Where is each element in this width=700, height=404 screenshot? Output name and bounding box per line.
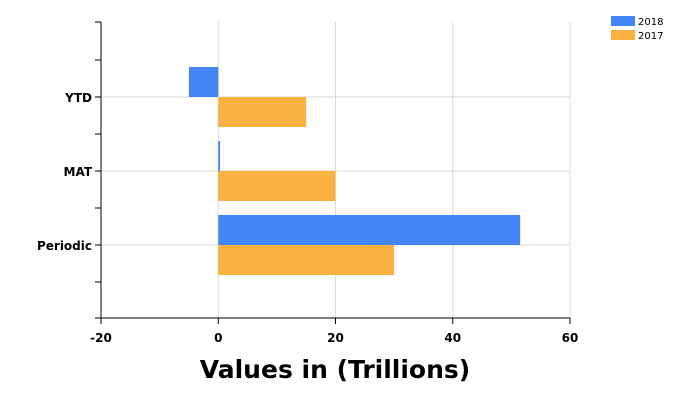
bar-2017-periodic[interactable] [218, 245, 395, 275]
legend-label-2018[interactable]: 2018 [638, 17, 663, 28]
x-tick-label: 40 [444, 331, 461, 345]
legend-label-2017[interactable]: 2017 [638, 31, 663, 42]
x-tick-label: -20 [90, 331, 112, 345]
x-axis-title: Values in (Trillions) [200, 355, 470, 384]
bar-2017-mat[interactable] [218, 171, 336, 201]
bar-2018-ytd[interactable] [188, 67, 219, 97]
legend-swatch-2018[interactable] [611, 16, 635, 26]
y-category-label: Periodic [37, 239, 92, 253]
bars-layer [188, 67, 521, 275]
y-category-label: YTD [64, 91, 92, 105]
axes-layer [95, 21, 571, 324]
y-category-label: MAT [64, 165, 93, 179]
ticks-layer: -20 0 20 40 60 YTD MAT Periodic [37, 91, 578, 345]
x-tick-label: 60 [562, 331, 579, 345]
bar-2018-mat[interactable] [218, 141, 221, 171]
legend-swatch-2017[interactable] [611, 30, 635, 40]
bar-2018-periodic[interactable] [218, 215, 521, 245]
bar-2017-ytd[interactable] [218, 97, 307, 127]
x-tick-label: 20 [327, 331, 344, 345]
x-tick-label: 0 [214, 331, 222, 345]
legend[interactable]: 2018 2017 [611, 16, 663, 42]
